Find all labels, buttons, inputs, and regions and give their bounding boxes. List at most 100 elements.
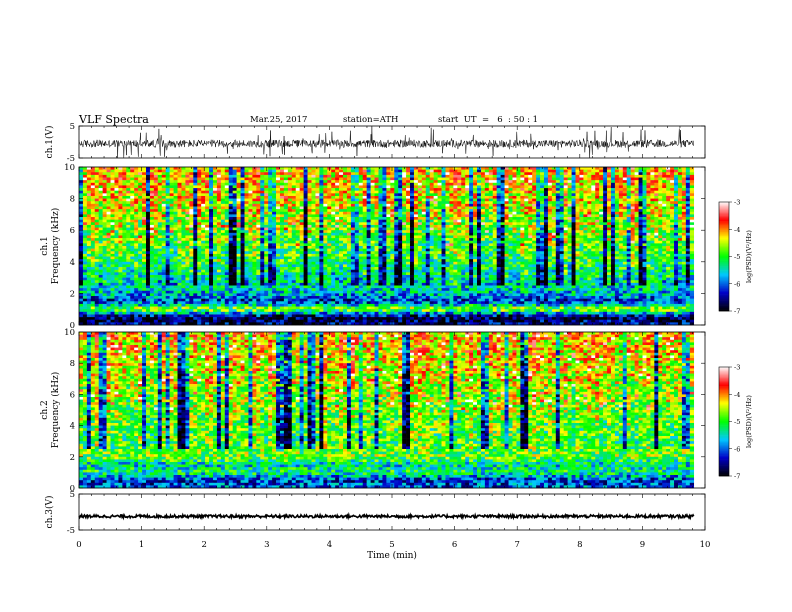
spectrogram-cell bbox=[437, 227, 442, 231]
spectrogram-cell bbox=[666, 185, 671, 189]
spectrogram-cell bbox=[201, 214, 206, 218]
spectrogram-cell bbox=[185, 240, 190, 244]
spectrogram-cell bbox=[417, 182, 423, 186]
spectrogram-cell bbox=[177, 201, 182, 205]
spectrogram-cell bbox=[295, 238, 300, 242]
spectrogram-cell bbox=[366, 246, 371, 249]
spectrogram-cell bbox=[153, 243, 159, 247]
spectrogram-cell bbox=[445, 211, 450, 215]
spectrogram-cell bbox=[551, 190, 557, 194]
spectrogram-cell bbox=[189, 248, 194, 252]
spectrogram-cell bbox=[614, 203, 620, 207]
spectrogram-cell bbox=[599, 193, 604, 197]
spectrogram-cell bbox=[662, 180, 667, 184]
spectrogram-cell bbox=[256, 174, 261, 178]
spectrogram-cell bbox=[346, 243, 352, 247]
spectrogram-cell bbox=[386, 209, 391, 213]
spectrogram-cell bbox=[122, 172, 127, 176]
spectrogram-cell bbox=[567, 180, 572, 184]
spectrogram-cell bbox=[386, 201, 391, 205]
spectrogram-cell bbox=[114, 230, 119, 234]
spectrogram-cell bbox=[386, 235, 391, 239]
spectrogram-cell bbox=[106, 193, 111, 197]
spectrogram-cell bbox=[295, 206, 300, 210]
spectrogram-cell bbox=[520, 240, 525, 244]
spectrogram-cell bbox=[248, 172, 253, 176]
spectrogram-cell bbox=[642, 198, 647, 202]
spectrogram-cell bbox=[536, 224, 541, 228]
spectrogram-cell bbox=[670, 227, 675, 231]
spectrogram-cell bbox=[638, 172, 643, 176]
spectrogram-cell bbox=[232, 206, 237, 210]
spectrogram-cell bbox=[122, 180, 127, 184]
spectrogram-cell bbox=[516, 211, 521, 215]
spectrogram-cell bbox=[315, 217, 320, 220]
spectrogram-cell bbox=[437, 182, 442, 186]
spectrogram-cell bbox=[228, 248, 233, 252]
spectrogram-cell bbox=[212, 169, 218, 173]
spectrogram-cell bbox=[406, 167, 411, 170]
spectrogram-cell bbox=[248, 188, 253, 191]
spectrogram-cell bbox=[378, 201, 383, 205]
spectrogram-cell bbox=[480, 206, 486, 210]
spectrogram-cell bbox=[323, 193, 328, 197]
spectrogram-cell bbox=[272, 185, 277, 189]
spectrogram-cell bbox=[685, 243, 691, 247]
spectrogram-cell bbox=[350, 188, 356, 191]
spectrogram-cell bbox=[189, 172, 194, 176]
spectrogram-cell bbox=[94, 206, 99, 210]
spectrogram-cell bbox=[130, 190, 135, 194]
spectrogram-cell bbox=[185, 174, 190, 178]
spectrogram-cell bbox=[630, 177, 635, 181]
spectrogram-cell bbox=[532, 167, 537, 170]
spectrogram-cell bbox=[283, 201, 289, 205]
spectrogram-cell bbox=[343, 209, 348, 213]
spectrogram-cell bbox=[315, 238, 320, 242]
spectrogram-cell bbox=[437, 172, 442, 176]
y-tick-label: -5 bbox=[67, 154, 75, 164]
spectrogram-cell bbox=[299, 169, 304, 173]
spectrogram-cell bbox=[236, 214, 241, 218]
spectrogram-cell bbox=[630, 238, 635, 242]
spectrogram-cell bbox=[327, 188, 332, 191]
spectrogram-cell bbox=[614, 209, 620, 213]
spectrogram-cell bbox=[260, 190, 265, 194]
spectrogram-cell bbox=[441, 232, 446, 236]
spectrogram-cell bbox=[256, 246, 261, 249]
spectrogram-cell bbox=[390, 180, 395, 184]
spectrogram-cell bbox=[79, 232, 84, 236]
spectrogram-cell bbox=[532, 203, 537, 207]
spectrogram-cell bbox=[189, 219, 194, 223]
spectrogram-cell bbox=[181, 203, 186, 207]
spectrogram-cell bbox=[425, 172, 431, 176]
spectrogram-cell bbox=[394, 243, 399, 247]
spectrogram-cell bbox=[366, 209, 371, 213]
spectrogram-cell bbox=[571, 214, 576, 218]
spectrogram-cell bbox=[622, 232, 628, 236]
spectrogram-cell bbox=[212, 198, 218, 202]
date-label: Mar.25, 2017 bbox=[250, 115, 307, 125]
spectrogram-cell bbox=[492, 177, 497, 181]
spectrogram-cell bbox=[638, 190, 643, 194]
spectrogram-cell bbox=[142, 232, 147, 236]
spectrogram-cell bbox=[327, 224, 332, 228]
spectrogram-cell bbox=[681, 203, 687, 207]
spectrogram-cell bbox=[319, 240, 324, 244]
spectrogram-cell bbox=[220, 167, 226, 170]
spectrogram-cell bbox=[110, 195, 115, 199]
spectrogram-cell bbox=[189, 180, 194, 184]
spectrogram-cell bbox=[331, 209, 336, 213]
spectrogram-cell bbox=[138, 240, 143, 244]
spectrogram-cell bbox=[618, 206, 624, 210]
spectrogram-cell bbox=[634, 238, 639, 242]
spectrogram-cell bbox=[563, 188, 568, 191]
spectrogram-cell bbox=[134, 172, 139, 176]
spectrogram-cell bbox=[122, 190, 127, 194]
spectrogram-cell bbox=[134, 193, 139, 197]
spectrogram-cell bbox=[670, 246, 675, 249]
spectrogram-cell bbox=[599, 235, 604, 239]
spectrogram-cell bbox=[646, 235, 651, 239]
spectrogram-cell bbox=[283, 190, 289, 194]
spectrogram-cell bbox=[461, 222, 466, 226]
spectrogram-cell bbox=[540, 188, 545, 191]
